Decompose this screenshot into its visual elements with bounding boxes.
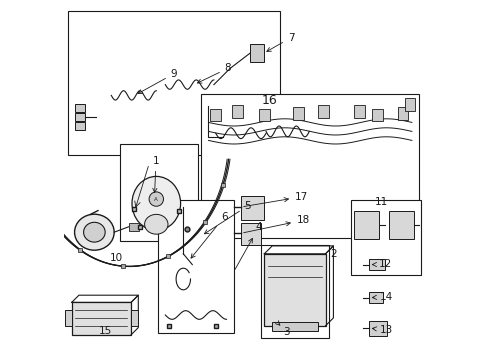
Bar	[68, 11, 280, 155]
Text: 9: 9	[138, 69, 177, 94]
Text: 8: 8	[197, 63, 231, 83]
Bar	[368, 321, 386, 336]
Bar	[387, 211, 413, 239]
Ellipse shape	[144, 214, 168, 234]
Text: 4: 4	[235, 222, 262, 269]
Text: 12: 12	[371, 260, 391, 270]
Bar	[292, 107, 303, 120]
Text: 6: 6	[191, 212, 227, 258]
Bar	[404, 98, 415, 111]
Text: 18: 18	[243, 215, 309, 233]
Text: 13: 13	[372, 325, 392, 335]
Bar	[231, 105, 242, 118]
Ellipse shape	[132, 176, 180, 230]
Text: 2: 2	[329, 249, 336, 259]
Bar	[75, 104, 85, 112]
Bar	[201, 94, 418, 238]
Bar	[318, 105, 328, 118]
Bar	[128, 223, 139, 231]
Text: 17: 17	[243, 192, 307, 207]
Text: 11: 11	[374, 197, 387, 207]
Bar	[241, 223, 260, 245]
Bar	[72, 302, 131, 335]
Ellipse shape	[83, 222, 105, 242]
Bar	[354, 211, 379, 239]
Bar	[368, 292, 382, 303]
Bar	[75, 122, 85, 130]
Circle shape	[149, 192, 163, 206]
Bar	[354, 105, 365, 118]
Text: 14: 14	[372, 292, 392, 302]
Bar	[264, 254, 325, 326]
Bar	[260, 245, 328, 338]
Text: 15: 15	[99, 326, 112, 336]
Bar	[131, 310, 137, 326]
Text: 1: 1	[152, 156, 159, 193]
Bar	[397, 107, 407, 120]
Text: 7: 7	[266, 33, 294, 51]
Bar	[65, 310, 72, 326]
Ellipse shape	[75, 214, 114, 250]
Bar	[158, 200, 233, 333]
Bar	[241, 196, 264, 220]
Bar	[371, 109, 382, 121]
Text: 10: 10	[109, 253, 122, 264]
Text: 3: 3	[275, 321, 289, 337]
Bar	[75, 113, 85, 121]
Text: 5: 5	[204, 201, 251, 234]
Bar	[249, 44, 263, 62]
Bar	[258, 109, 269, 121]
Text: 16: 16	[261, 94, 277, 107]
Bar	[350, 200, 420, 275]
Bar	[271, 322, 318, 331]
Bar	[368, 259, 384, 270]
Bar	[210, 109, 221, 121]
Text: A: A	[154, 197, 158, 202]
Bar	[120, 144, 197, 241]
